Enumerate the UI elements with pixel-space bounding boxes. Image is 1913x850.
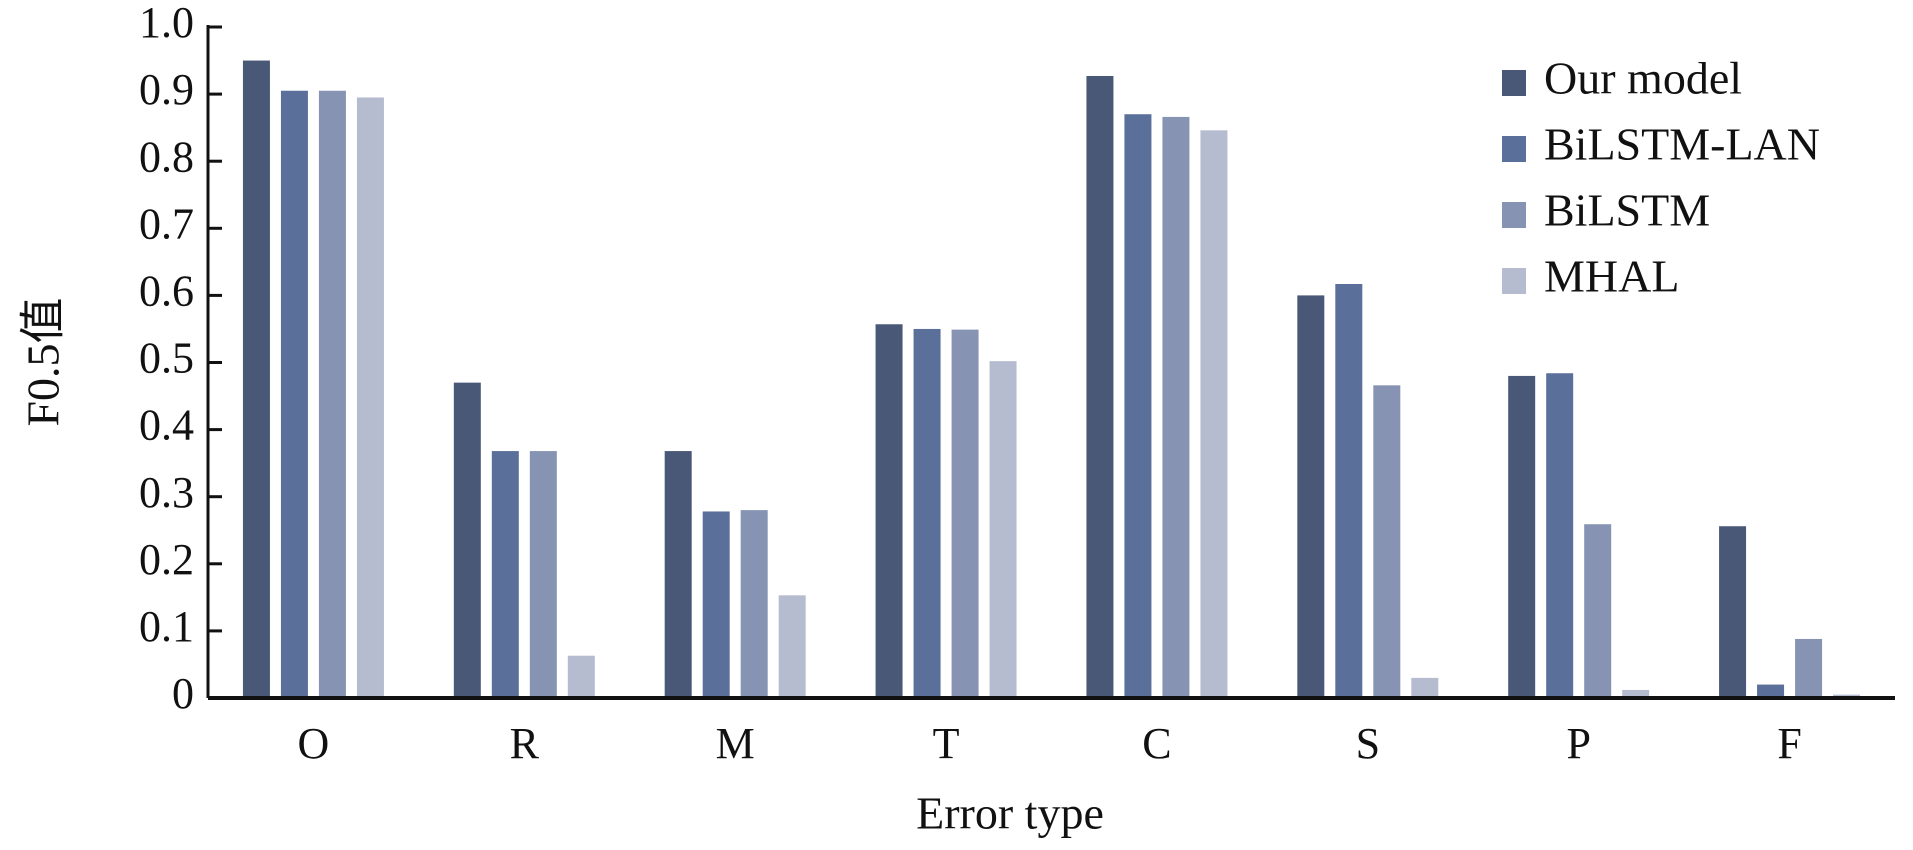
bar xyxy=(702,511,730,698)
x-tick-label: T xyxy=(933,719,960,768)
bar xyxy=(1795,638,1823,698)
legend-label: MHAL xyxy=(1544,251,1679,302)
bar xyxy=(664,451,692,698)
bar xyxy=(913,328,941,698)
bar xyxy=(1373,385,1401,698)
bar xyxy=(1757,684,1785,698)
bar xyxy=(567,655,595,698)
x-tick-label: R xyxy=(510,719,540,768)
bar xyxy=(740,510,768,698)
bar xyxy=(1200,130,1228,699)
legend-swatch xyxy=(1502,136,1526,162)
x-tick-label: M xyxy=(716,719,755,768)
x-tick-label: P xyxy=(1566,719,1590,768)
x-tick-label: O xyxy=(298,719,330,768)
bar xyxy=(529,451,557,698)
bar xyxy=(1508,375,1536,698)
y-tick-label: 0.1 xyxy=(139,602,194,651)
bar xyxy=(875,324,903,698)
legend-swatch xyxy=(1502,202,1526,228)
bar xyxy=(1622,689,1650,698)
y-tick-label: 0 xyxy=(172,669,194,718)
y-axis-label: F0.5值 xyxy=(18,297,69,426)
y-tick-label: 0.5 xyxy=(139,334,194,383)
bar xyxy=(778,595,806,698)
bar xyxy=(1124,114,1152,699)
bar xyxy=(453,382,481,698)
bar xyxy=(491,451,519,698)
legend-label: Our model xyxy=(1544,53,1742,104)
y-tick-label: 0.4 xyxy=(139,401,194,450)
bar xyxy=(1335,283,1363,698)
bar xyxy=(356,97,384,698)
bar xyxy=(1546,373,1574,698)
y-tick-label: 0.8 xyxy=(139,132,194,181)
legend-label: BiLSTM-LAN xyxy=(1544,119,1820,170)
y-tick-label: 0.9 xyxy=(139,65,194,114)
bar xyxy=(1086,75,1114,698)
x-tick-label: S xyxy=(1356,719,1380,768)
bar xyxy=(989,361,1017,698)
bar xyxy=(242,60,270,699)
bar xyxy=(1411,677,1439,698)
x-axis-label: Error type xyxy=(916,788,1104,839)
x-tick-label: F xyxy=(1777,719,1801,768)
bar xyxy=(1162,116,1190,698)
legend-swatch xyxy=(1502,70,1526,96)
bar xyxy=(1719,526,1747,698)
x-tick-label: C xyxy=(1142,719,1171,768)
bar xyxy=(951,329,979,698)
y-tick-label: 0.7 xyxy=(139,199,194,248)
y-tick-label: 1.0 xyxy=(139,0,194,47)
bar xyxy=(318,90,346,699)
y-tick-label: 0.3 xyxy=(139,468,194,517)
y-tick-label: 0.2 xyxy=(139,535,194,584)
bar xyxy=(1297,295,1325,698)
bar xyxy=(1584,524,1612,698)
legend-label: BiLSTM xyxy=(1544,185,1710,236)
legend-swatch xyxy=(1502,268,1526,294)
y-tick-label: 0.6 xyxy=(139,266,194,315)
bar xyxy=(280,90,308,699)
